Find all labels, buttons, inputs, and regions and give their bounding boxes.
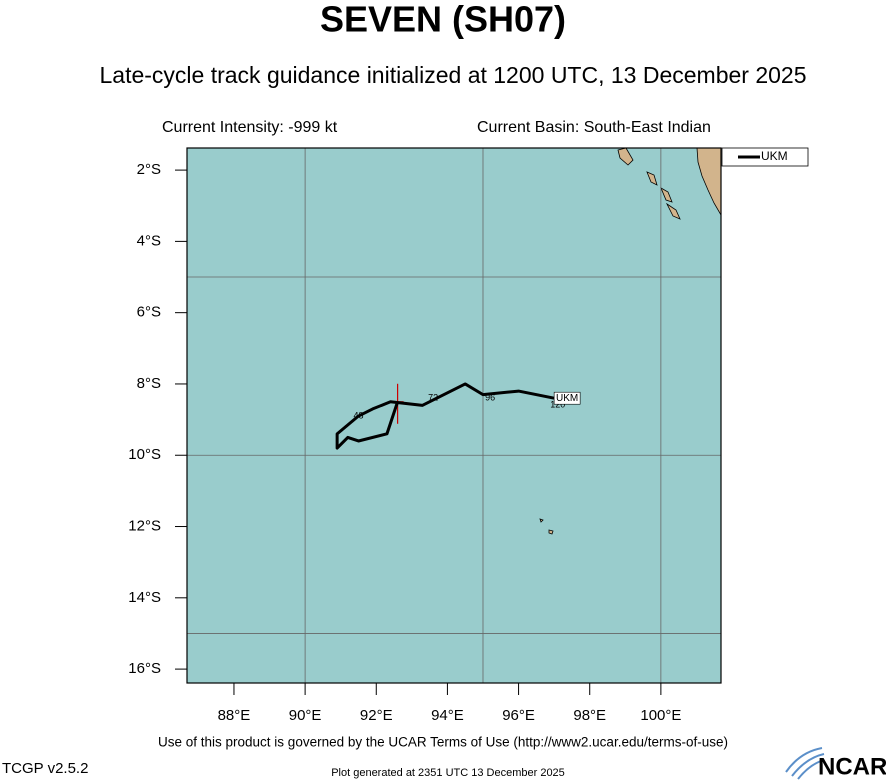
lon-tick-label: 98°E — [573, 707, 606, 724]
lon-tick-label: 96°E — [502, 707, 535, 724]
legend-label: UKM — [761, 149, 788, 163]
logo-swoosh — [785, 747, 823, 773]
forecast-hour-label: 120 — [550, 400, 565, 410]
lat-tick-label: 14°S — [128, 589, 161, 606]
track-line — [335, 382, 555, 450]
lon-tick-label: 94°E — [431, 707, 464, 724]
subtitle: Late-cycle track guidance initialized at… — [100, 62, 807, 88]
lat-tick-label: 8°S — [137, 375, 161, 392]
lon-tick-label: 100°E — [640, 707, 681, 724]
lat-tick-label: 6°S — [137, 304, 161, 321]
track-end-label-box — [553, 391, 581, 405]
island — [539, 518, 544, 523]
island — [665, 202, 681, 220]
lat-tick-label: 2°S — [137, 161, 161, 178]
lat-tick-label: 10°S — [128, 446, 161, 463]
logo-text: NCAR — [818, 753, 886, 780]
generated-time: Plot generated at 2351 UTC 13 December 2… — [331, 767, 565, 779]
terms-of-use: Use of this product is governed by the U… — [158, 735, 728, 750]
current-basin: Current Basin: South-East Indian — [477, 119, 711, 136]
forecast-hour-label: 96 — [485, 393, 495, 403]
lat-tick-label: 12°S — [128, 517, 161, 534]
legend-box — [721, 147, 809, 167]
ncar-logo: NCAR — [785, 747, 886, 780]
grid — [187, 148, 721, 683]
lon-tick-label: 90°E — [289, 707, 322, 724]
legend: UKM — [721, 147, 809, 167]
current-intensity: Current Intensity: -999 kt — [162, 119, 338, 136]
title: SEVEN (SH07) — [320, 0, 566, 40]
forecast-hour-label: 72 — [428, 393, 438, 403]
ocean — [187, 148, 721, 683]
island — [660, 187, 673, 203]
forecast-hour-label: 48 — [353, 410, 363, 420]
island — [646, 171, 658, 186]
logo-swoosh — [791, 753, 825, 777]
track-end-label: UKM — [556, 393, 578, 404]
lon-tick-label: 88°E — [218, 707, 251, 724]
map-frame — [186, 147, 722, 684]
land — [539, 147, 722, 535]
lat-tick-label: 16°S — [128, 660, 161, 677]
lon-tick-label: 92°E — [360, 707, 393, 724]
lat-tick-label: 4°S — [137, 232, 161, 249]
version: TCGP v2.5.2 — [2, 760, 88, 777]
island — [548, 529, 554, 535]
logo-swoosh — [797, 759, 825, 780]
